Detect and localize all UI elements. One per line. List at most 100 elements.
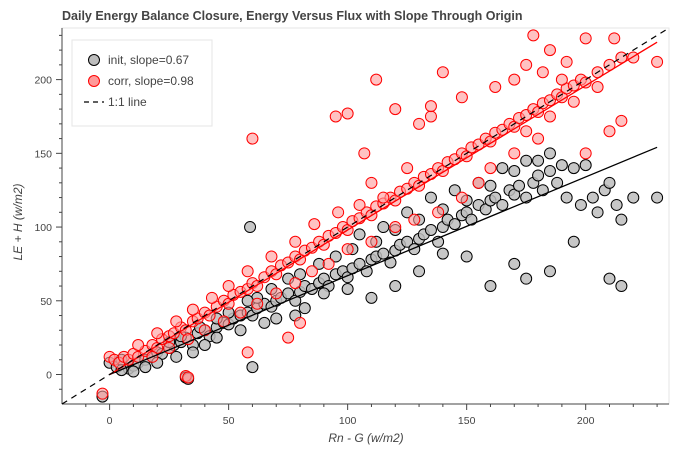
init-point xyxy=(560,191,573,204)
legend-corr-label: corr, slope=0.98 xyxy=(108,74,194,88)
init-point xyxy=(353,257,366,270)
corr-point xyxy=(294,316,307,329)
corr-point xyxy=(332,206,345,219)
init-point xyxy=(508,257,521,270)
corr-point xyxy=(432,206,445,219)
init-point xyxy=(329,250,342,263)
init-point xyxy=(567,162,580,175)
corr-point xyxy=(489,80,502,93)
corr-point xyxy=(308,218,321,231)
corr-point xyxy=(520,58,533,71)
init-point xyxy=(244,221,257,234)
init-point xyxy=(496,198,509,211)
corr-point xyxy=(408,213,421,226)
init-point xyxy=(489,191,502,204)
init-point xyxy=(424,224,437,237)
init-point xyxy=(377,221,390,234)
corr-point xyxy=(265,250,278,263)
corr-point xyxy=(651,55,664,68)
init-point xyxy=(543,165,556,178)
corr-point xyxy=(455,91,468,104)
init-point xyxy=(532,154,545,167)
x-tick-label: 0 xyxy=(107,415,113,427)
init-point xyxy=(282,287,295,300)
corr-point xyxy=(520,125,533,138)
init-point xyxy=(448,184,461,197)
init-point xyxy=(610,198,623,211)
init-point xyxy=(389,280,402,293)
init-point xyxy=(377,247,390,260)
corr-point xyxy=(289,277,302,290)
corr-point xyxy=(182,371,195,384)
init-point xyxy=(448,218,461,231)
corr-point xyxy=(508,147,521,160)
init-point xyxy=(532,169,545,182)
init-point xyxy=(579,159,592,172)
corr-point xyxy=(424,110,437,123)
init-point xyxy=(484,179,497,192)
corr-point xyxy=(455,191,468,204)
fit-lines xyxy=(61,27,670,405)
corr-point xyxy=(615,51,628,64)
init-point xyxy=(270,312,283,325)
y-tick-label: 50 xyxy=(40,296,52,308)
corr-point xyxy=(543,110,556,123)
corr-point xyxy=(365,176,378,189)
init-point xyxy=(520,154,533,167)
corr-point xyxy=(543,44,556,57)
init-point xyxy=(298,302,311,315)
corr-point xyxy=(205,291,218,304)
init-point xyxy=(413,265,426,278)
corr-point xyxy=(251,297,264,310)
init-point xyxy=(574,198,587,211)
init-point xyxy=(651,191,664,204)
y-axis-label: LE + H (w/m2) xyxy=(11,183,25,260)
corr-point xyxy=(282,331,295,344)
init-point xyxy=(615,280,628,293)
corr-point xyxy=(603,125,616,138)
data-points xyxy=(96,29,664,403)
init-point xyxy=(401,235,414,248)
corr-point xyxy=(608,32,621,45)
init-point xyxy=(508,165,521,178)
corr-point xyxy=(413,117,426,130)
init-point xyxy=(317,287,330,300)
init-point xyxy=(484,280,497,293)
corr-point xyxy=(508,73,521,86)
corr-point xyxy=(567,95,580,108)
init-point xyxy=(465,213,478,226)
init-fit-line xyxy=(109,146,658,376)
legend-corr-marker xyxy=(88,75,100,87)
y-tick-label: 150 xyxy=(34,148,52,160)
init-point xyxy=(460,250,473,263)
init-point xyxy=(586,191,599,204)
corr-point xyxy=(341,107,354,120)
corr-point xyxy=(170,315,183,328)
corr-point xyxy=(536,66,549,79)
init-point xyxy=(353,228,366,241)
legend-one-to-one-label: 1:1 line xyxy=(108,95,147,109)
corr-point xyxy=(241,265,254,278)
init-point xyxy=(543,147,556,160)
legend-init-label: init, slope=0.67 xyxy=(108,53,189,67)
corr-point xyxy=(322,257,335,270)
init-point xyxy=(341,282,354,295)
corr-point xyxy=(234,306,247,319)
corr-point xyxy=(358,147,371,160)
corr-point xyxy=(365,235,378,248)
y-tick-label: 200 xyxy=(34,75,52,87)
init-point xyxy=(424,191,437,204)
init-point xyxy=(436,247,449,260)
init-point xyxy=(513,179,526,192)
init-point xyxy=(603,272,616,285)
corr-point xyxy=(579,32,592,45)
corr-point xyxy=(401,162,414,175)
init-point xyxy=(615,213,628,226)
corr-fit-line xyxy=(109,41,658,376)
corr-point xyxy=(591,80,604,93)
init-point xyxy=(543,265,556,278)
init-point xyxy=(627,191,640,204)
chart-title: Daily Energy Balance Closure, Energy Ver… xyxy=(62,9,523,23)
corr-point xyxy=(389,221,402,234)
